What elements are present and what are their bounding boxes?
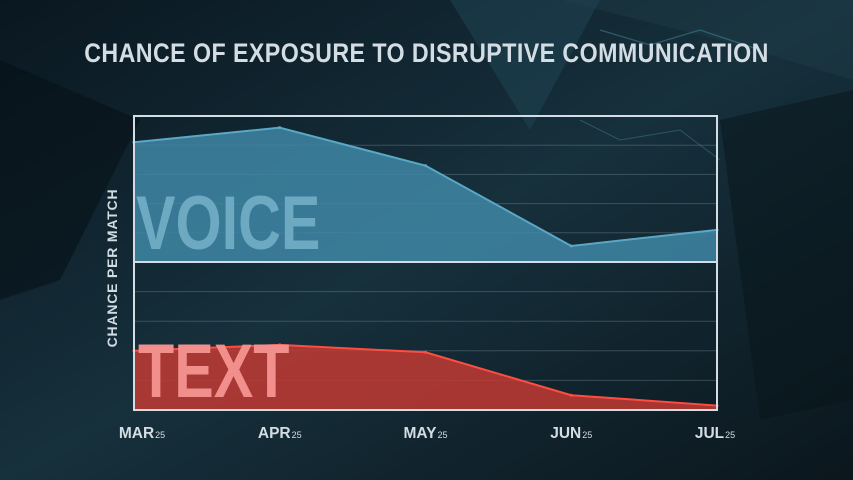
data-point-text-apr: [278, 343, 282, 347]
x-tick-label: JUL25: [695, 425, 735, 443]
x-tick-year: 25: [155, 430, 166, 440]
x-tick-label: MAY25: [403, 425, 447, 443]
plot-frame: [133, 115, 718, 411]
chart-title: CHANCE OF EXPOSURE TO DISRUPTIVE COMMUNI…: [84, 38, 769, 68]
x-tick-year: 25: [437, 430, 448, 440]
x-tick-label: MAR25: [119, 425, 165, 443]
y-axis-label: CHANCE PER MATCH: [104, 188, 120, 348]
x-tick-year: 25: [725, 430, 736, 440]
x-tick-month: MAR: [118, 425, 155, 442]
data-point-text-may: [424, 350, 427, 354]
series-areas: [134, 127, 717, 410]
data-point-voice-jun: [569, 244, 573, 248]
x-tick-month: APR: [257, 425, 291, 442]
x-tick-month: JUL: [694, 425, 725, 442]
x-tick-month: MAY: [403, 425, 437, 442]
series-area-voice: [134, 127, 717, 263]
x-tick-label: JUN25: [550, 425, 592, 443]
x-tick-month: JUN: [550, 425, 582, 442]
series-label-voice: VOICE: [136, 181, 321, 266]
x-tick-year: 25: [291, 430, 302, 440]
series-label-text: TEXT: [138, 329, 290, 414]
data-point-text-jun: [569, 393, 573, 397]
series-area-text: [134, 344, 717, 410]
data-point-voice-apr: [278, 126, 282, 130]
x-tick-year: 25: [582, 430, 593, 440]
data-point-voice-may: [424, 164, 427, 168]
x-tick-label: APR25: [258, 425, 302, 443]
